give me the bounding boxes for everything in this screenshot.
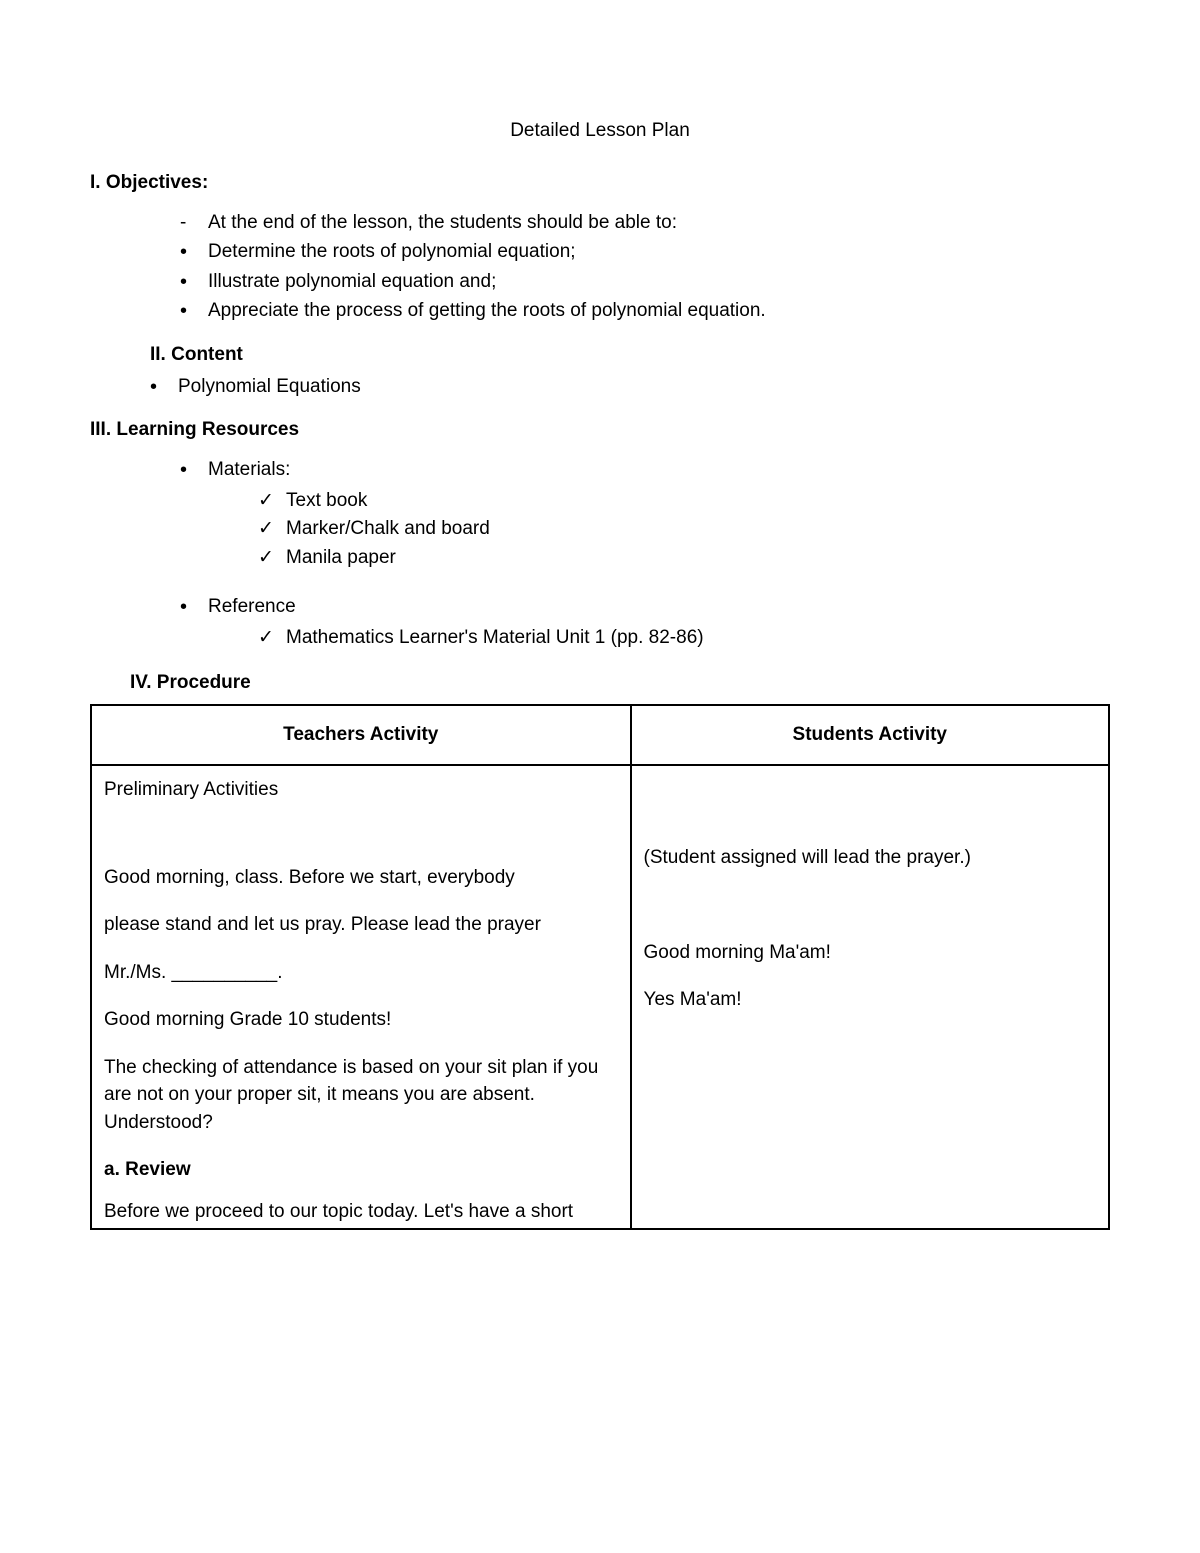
page-title: Detailed Lesson Plan [90,120,1110,142]
materials-label-text: Materials: [208,459,290,480]
procedure-table: Teachers Activity Students Activity Prel… [90,704,1110,1229]
reference-list-outer: Reference Mathematics Learner's Material… [90,592,1110,652]
objectives-list: At the end of the lesson, the students s… [90,208,1110,326]
student-line [644,766,1096,814]
spacer [104,834,618,854]
objective-item: Illustrate polynomial equation and; [180,267,1110,296]
reference-list: Mathematics Learner's Material Unit 1 (p… [208,624,1110,653]
reference-item: Mathematics Learner's Material Unit 1 (p… [258,624,1110,653]
resources-heading: III. Learning Resources [90,419,1110,441]
resources-list: Materials: Text book Marker/Chalk and bo… [90,455,1110,572]
content-list: Polynomial Equations [90,372,1110,401]
lesson-plan-page: Detailed Lesson Plan I. Objectives: At t… [0,0,1200,1553]
procedure-body-row: Preliminary Activities Good morning, cla… [91,765,1109,1228]
teacher-line: Before we proceed to our topic today. Le… [104,1194,618,1228]
teacher-line: Mr./Ms. __________. [104,949,618,997]
objective-item: Determine the roots of polynomial equati… [180,237,1110,266]
teacher-activity-header: Teachers Activity [91,705,631,765]
spacer [104,814,618,834]
teacher-line: Good morning Grade 10 students! [104,996,618,1044]
review-heading: a. Review [104,1146,618,1194]
objectives-heading: I. Objectives: [90,172,1110,194]
teacher-line: The checking of attendance is based on y… [104,1044,618,1147]
spacer [644,814,1096,834]
content-item: Polynomial Equations [150,372,1110,401]
objective-item: Appreciate the process of getting the ro… [180,296,1110,325]
material-item: Text book [258,487,1110,516]
teacher-line: Good morning, class. Before we start, ev… [104,854,618,902]
student-activity-cell: (Student assigned will lead the prayer.)… [631,765,1109,1228]
content-heading: II. Content [150,344,1110,366]
material-item: Manila paper [258,544,1110,573]
student-line: (Student assigned will lead the prayer.) [644,834,1096,882]
materials-label: Materials: Text book Marker/Chalk and bo… [180,455,1110,572]
procedure-header-row: Teachers Activity Students Activity [91,705,1109,765]
materials-list: Text book Marker/Chalk and board Manila … [208,487,1110,573]
student-line: Yes Ma'am! [644,976,1096,1024]
student-line [644,881,1096,929]
teacher-line: Preliminary Activities [104,766,618,814]
teacher-line: please stand and let us pray. Please lea… [104,901,618,949]
reference-label: Reference Mathematics Learner's Material… [180,592,1110,652]
reference-label-text: Reference [208,596,296,617]
student-line: Good morning Ma'am! [644,929,1096,977]
material-item: Marker/Chalk and board [258,515,1110,544]
procedure-heading: IV. Procedure [130,672,1110,694]
teacher-activity-cell: Preliminary Activities Good morning, cla… [91,765,631,1228]
objective-item: At the end of the lesson, the students s… [180,208,1110,237]
student-activity-header: Students Activity [631,705,1109,765]
